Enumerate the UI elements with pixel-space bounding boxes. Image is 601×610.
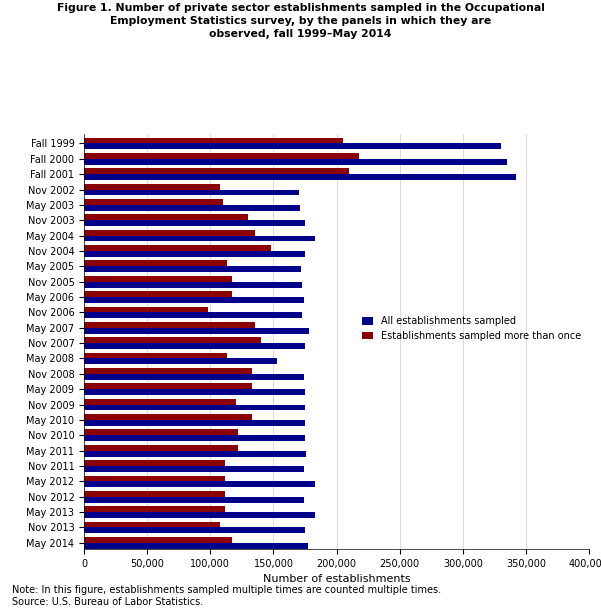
Bar (84, 451, 307, 456)
Bar (84, 291, 232, 297)
Bar (84, 328, 309, 334)
Bar (84, 491, 225, 497)
Bar (84, 322, 255, 328)
Bar (84, 414, 252, 420)
Bar (84, 476, 225, 481)
Bar (84, 399, 236, 404)
Bar (84, 230, 255, 235)
Bar (84, 168, 349, 174)
Bar (84, 445, 238, 451)
Bar (84, 205, 300, 210)
Legend: All establishments sampled, Establishments sampled more than once: All establishments sampled, Establishmen… (359, 314, 584, 344)
Bar (84, 220, 305, 226)
Bar (84, 343, 305, 349)
Bar (84, 297, 304, 303)
X-axis label: Number of establishments: Number of establishments (263, 574, 410, 584)
Bar (84, 374, 304, 379)
Bar (84, 528, 305, 533)
Bar (84, 214, 248, 220)
Bar (84, 481, 315, 487)
Bar (84, 466, 304, 472)
Bar (84, 153, 359, 159)
Bar (84, 260, 227, 267)
Bar (84, 143, 501, 149)
Bar (84, 389, 305, 395)
Bar (84, 353, 227, 359)
Bar (84, 512, 315, 518)
Bar (84, 307, 208, 312)
Bar (84, 420, 305, 426)
Bar (84, 359, 277, 364)
Bar (84, 460, 225, 466)
Bar (84, 436, 305, 441)
Bar (84, 138, 343, 143)
Bar (84, 199, 223, 205)
Bar (84, 429, 238, 436)
Bar (84, 537, 232, 543)
Bar (84, 404, 305, 411)
Text: Figure 1. Number of private sector establishments sampled in the Occupational
Em: Figure 1. Number of private sector estab… (56, 3, 545, 40)
Bar (84, 522, 221, 528)
Bar (84, 337, 261, 343)
Bar (84, 245, 271, 251)
Bar (84, 282, 302, 287)
Bar (84, 235, 315, 242)
Bar (84, 159, 507, 165)
Bar (84, 497, 304, 503)
Text: Note: In this figure, establishments sampled multiple times are counted multiple: Note: In this figure, establishments sam… (12, 586, 441, 607)
Bar (84, 276, 232, 282)
Bar (84, 174, 516, 180)
Bar (84, 368, 252, 374)
Bar (84, 312, 302, 318)
Bar (84, 190, 299, 195)
Bar (84, 184, 221, 190)
Bar (84, 384, 252, 389)
Bar (84, 543, 308, 548)
Bar (84, 506, 225, 512)
Bar (84, 267, 301, 272)
Bar (84, 251, 305, 257)
